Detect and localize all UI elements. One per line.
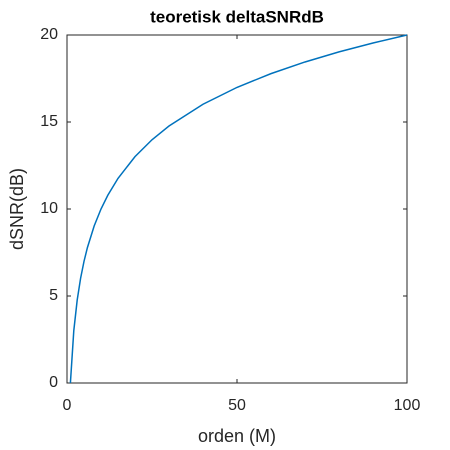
plot-frame [66, 34, 408, 384]
x-tick-label: 0 [63, 397, 72, 414]
chart-title: teoretisk deltaSNRdB [150, 7, 324, 26]
x-tick-label: 50 [228, 397, 246, 414]
y-tick-label: 20 [40, 26, 58, 43]
x-tick-label: 100 [394, 397, 421, 414]
y-axis-label: dSNR(dB) [7, 168, 27, 250]
y-tick-label: 10 [40, 200, 58, 217]
x-axis-label: orden (M) [198, 426, 276, 446]
y-tick-label: 5 [49, 287, 58, 304]
data-line [69, 34, 408, 384]
y-tick-label: 0 [49, 374, 58, 391]
y-tick-label: 15 [40, 113, 58, 130]
